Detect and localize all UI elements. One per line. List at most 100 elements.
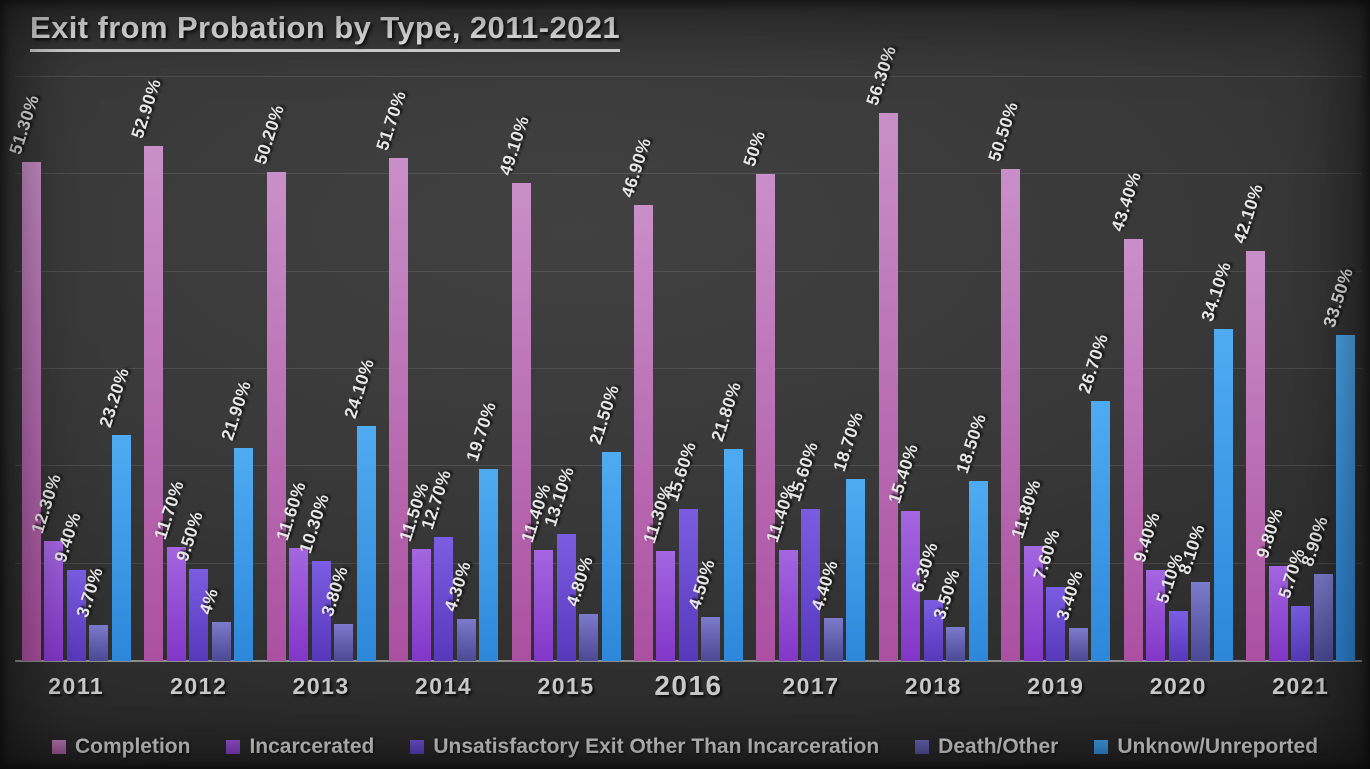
- bar-2018-incarcerated: [901, 511, 921, 661]
- bar-2012-completion: [144, 146, 164, 661]
- bar-2018-death-other: [946, 626, 966, 661]
- gridline: [15, 173, 1362, 175]
- bar-2012-unsatisfactory-exit-other-than-incarceration: [189, 568, 209, 661]
- x-axis-label-2014: 2014: [415, 673, 473, 699]
- bar-2011-unknow-unreported: [111, 435, 131, 661]
- gridline: [15, 76, 1362, 77]
- bar-value-label: 23.20%: [94, 365, 133, 430]
- legend-label: Completion: [74, 735, 191, 758]
- bar-2014-unsatisfactory-exit-other-than-incarceration: [434, 537, 454, 661]
- bar-2012-incarcerated: [166, 547, 186, 661]
- legend-swatch-icon: [51, 740, 66, 754]
- bar-value-label: 3.50%: [929, 566, 965, 622]
- bar-2011-unsatisfactory-exit-other-than-incarceration: [66, 569, 86, 661]
- bar-2016-incarcerated: [656, 551, 676, 661]
- bar-group-2017: 50% 11.40% 15.60% 4.40% 18.70%: [739, 77, 872, 661]
- bar-group-2020: 43.40% 9.40% 5.10% 8.10% 34.10%: [1107, 77, 1239, 661]
- bar-value-label: 18.50%: [951, 411, 990, 476]
- bar-group-2018: 56.30% 15.40% 6.30% 3.50% 18.50%: [862, 43, 994, 661]
- bar-2011-incarcerated: [44, 541, 64, 661]
- x-axis-label-2013: 2013: [292, 673, 350, 699]
- bar-2020-unknow-unreported: [1213, 329, 1233, 661]
- bar-2016-completion: [633, 204, 653, 661]
- bar-value-label: 21.50%: [584, 382, 623, 447]
- bar-group-inner: 43.40% 9.40% 5.10% 8.10% 34.10%: [1107, 77, 1235, 661]
- bar-group-2015: 49.10% 11.40% 13.10% 4.80% 21.50%: [495, 77, 627, 661]
- bar-2015-unknow-unreported: [601, 451, 621, 661]
- bar-2014-incarcerated: [411, 549, 431, 661]
- x-axis-label-2015: 2015: [537, 673, 595, 699]
- bar-2017-completion: [756, 174, 776, 661]
- x-axis-label-2018: 2018: [904, 673, 962, 699]
- bar-value-label: 18.70%: [829, 409, 868, 474]
- bar-group-2013: 50.20% 11.60% 10.30% 3.80% 24.10%: [250, 77, 382, 661]
- legend-item-unsatisfactory-exit-other-than-incarceration: Unsatisfactory Exit Other Than Incarcera…: [410, 735, 879, 759]
- bar-2019-unsatisfactory-exit-other-than-incarceration: [1046, 587, 1066, 661]
- bar-2021-death-other: [1313, 574, 1333, 661]
- bar-group-inner: 50.50% 11.80% 7.60% 3.40% 26.70%: [984, 77, 1113, 661]
- legend-swatch-icon: [226, 740, 241, 754]
- bar-2011-completion: [21, 161, 41, 661]
- x-axis-label-2017: 2017: [782, 673, 840, 699]
- plot-area: 51.30% 12.30% 9.40% 3.70% 23.20% 52.90% 11.70%…: [5, 43, 1362, 662]
- bar-2018-unsatisfactory-exit-other-than-incarceration: [923, 599, 943, 661]
- legend-item-completion: Completion: [51, 735, 191, 759]
- bar-2014-death-other: [456, 619, 476, 661]
- bar-2014-unknow-unreported: [479, 469, 499, 661]
- bar-group-inner: 46.90% 11.30% 15.60% 4.50% 21.80%: [617, 77, 745, 661]
- bar-2012-death-other: [211, 622, 231, 661]
- bar-value-label: 26.70%: [1074, 331, 1113, 396]
- legend-label: Unknow/Unreported: [1117, 735, 1319, 758]
- bar-value-label: 21.90%: [217, 378, 256, 443]
- bar-2018-completion: [878, 113, 898, 661]
- x-axis-labels: 2011 2012 2013 2014 2015 2016 2017 2018 2019 2020…: [15, 669, 1362, 703]
- bar-2014-completion: [389, 157, 409, 661]
- bar-2011-death-other: [89, 625, 109, 661]
- bar-value-label: 51.30%: [4, 92, 43, 157]
- gridline: [15, 368, 1362, 369]
- bar-value-label: 15.60%: [784, 439, 823, 504]
- x-axis-label-2019: 2019: [1027, 673, 1085, 699]
- bar-2019-unknow-unreported: [1091, 401, 1111, 661]
- bar-group-2014: 51.70% 11.50% 12.70% 4.30% 19.70%: [372, 77, 504, 661]
- legend-item-unknow-unreported: Unknow/Unreported: [1094, 735, 1318, 759]
- bar-value-label: 15.60%: [662, 439, 700, 504]
- bar-2012-unknow-unreported: [234, 447, 254, 661]
- legend-item-death-other: Death/Other: [915, 735, 1058, 759]
- bar-group-2012: 52.90% 11.70% 9.50% 4% 21.90%: [127, 76, 259, 661]
- bar-2020-unsatisfactory-exit-other-than-incarceration: [1168, 611, 1188, 661]
- bar-2017-death-other: [823, 618, 843, 661]
- bar-group-inner: 52.90% 11.70% 9.50% 4% 21.90%: [127, 76, 256, 661]
- bar-group-inner: 42.10% 9.80% 5.70% 8.90% 33.50%: [1229, 77, 1357, 661]
- bar-2017-unsatisfactory-exit-other-than-incarceration: [801, 509, 821, 661]
- bar-2021-unknow-unreported: [1336, 334, 1356, 661]
- bar-group-inner: 50.20% 11.60% 10.30% 3.80% 24.10%: [250, 77, 378, 661]
- bar-group-inner: 51.30% 12.30% 9.40% 3.70% 23.20%: [5, 77, 133, 661]
- bar-2015-completion: [511, 183, 531, 661]
- legend-swatch-icon: [410, 740, 425, 754]
- legend-label: Unsatisfactory Exit Other Than Incarcera…: [433, 735, 880, 758]
- bar-group-2011: 51.30% 12.30% 9.40% 3.70% 23.20%: [5, 77, 137, 661]
- bar-group-inner: 51.70% 11.50% 12.70% 4.30% 19.70%: [372, 77, 500, 661]
- bar-value-label: 8.90%: [1296, 514, 1332, 570]
- bar-value-label: 24.10%: [339, 356, 378, 422]
- bar-2015-death-other: [579, 614, 599, 661]
- bar-2020-incarcerated: [1146, 569, 1166, 661]
- x-axis-label-2020: 2020: [1149, 673, 1207, 699]
- bar-group-inner: 49.10% 11.40% 13.10% 4.80% 21.50%: [495, 77, 623, 661]
- bar-2016-unknow-unreported: [723, 448, 743, 661]
- bar-2021-completion: [1246, 251, 1266, 661]
- legend-swatch-icon: [915, 740, 930, 754]
- bar-2015-unsatisfactory-exit-other-than-incarceration: [556, 533, 576, 661]
- gridline: [15, 270, 1362, 272]
- bar-group-2016: 46.90% 11.30% 15.60% 4.50% 21.80%: [617, 77, 749, 661]
- bar-2017-unknow-unreported: [846, 479, 866, 661]
- bar-2020-death-other: [1191, 582, 1211, 661]
- bar-value-label: 7.60%: [1029, 526, 1065, 582]
- legend: Completion Incarcerated Unsatisfactory Exi…: [0, 730, 1370, 764]
- bar-2021-incarcerated: [1268, 565, 1288, 661]
- x-axis-label-2021: 2021: [1272, 673, 1330, 699]
- bar-2016-unsatisfactory-exit-other-than-incarceration: [678, 509, 698, 661]
- legend-label: Incarcerated: [249, 735, 375, 758]
